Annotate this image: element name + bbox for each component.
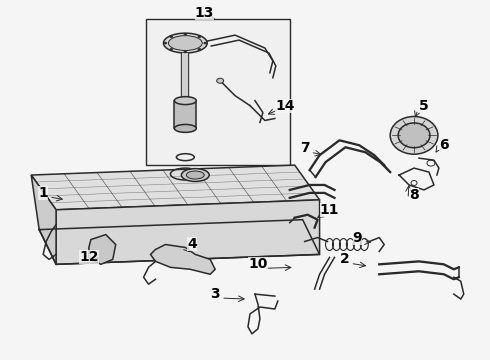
Ellipse shape (174, 125, 196, 132)
Text: 2: 2 (340, 252, 349, 266)
Ellipse shape (174, 96, 196, 105)
Ellipse shape (170, 36, 173, 38)
Text: 8: 8 (409, 188, 419, 202)
Ellipse shape (181, 168, 209, 181)
Ellipse shape (169, 36, 202, 50)
Ellipse shape (198, 48, 201, 50)
Ellipse shape (164, 33, 207, 53)
Ellipse shape (170, 48, 173, 50)
Text: 4: 4 (188, 238, 197, 252)
Ellipse shape (184, 33, 187, 35)
Ellipse shape (217, 78, 223, 83)
Ellipse shape (164, 42, 167, 44)
Text: 14: 14 (275, 99, 294, 113)
Text: 9: 9 (352, 230, 362, 244)
Polygon shape (31, 165, 319, 210)
Text: 13: 13 (195, 6, 214, 20)
Polygon shape (89, 235, 116, 264)
Text: 1: 1 (38, 186, 48, 200)
Ellipse shape (204, 42, 207, 44)
Text: 5: 5 (419, 99, 429, 113)
Polygon shape (31, 175, 56, 264)
Ellipse shape (186, 171, 204, 179)
Text: 11: 11 (320, 203, 339, 217)
Ellipse shape (184, 51, 187, 53)
Ellipse shape (198, 36, 201, 38)
Polygon shape (56, 200, 319, 264)
Text: 7: 7 (300, 141, 310, 155)
Polygon shape (150, 244, 215, 274)
Text: 6: 6 (439, 138, 449, 152)
Bar (146, 19, 290, 165)
Text: 3: 3 (210, 287, 220, 301)
Text: 12: 12 (79, 251, 98, 264)
Text: 10: 10 (248, 257, 268, 271)
Ellipse shape (390, 117, 438, 154)
Ellipse shape (398, 123, 430, 148)
Bar (174, 100, 196, 129)
